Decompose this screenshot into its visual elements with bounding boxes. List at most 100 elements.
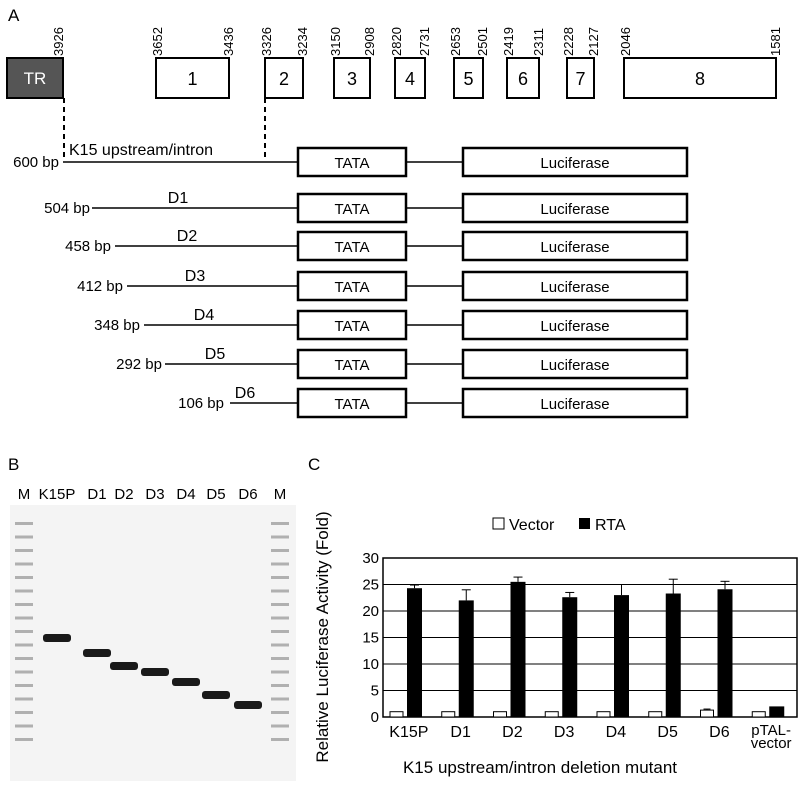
exon-number-1: 1 xyxy=(187,69,197,89)
legend-swatch-vector xyxy=(492,517,505,530)
construct-row: 292 bp D5 TATA Luciferase xyxy=(116,346,689,380)
tr-label: TR xyxy=(24,69,47,88)
ladder-band xyxy=(271,697,289,701)
gel-lane-label: D5 xyxy=(206,486,226,503)
exon-number-8: 8 xyxy=(695,69,705,89)
sample-band xyxy=(110,662,138,670)
tata-label: TATA xyxy=(335,239,370,256)
ladder-band xyxy=(15,576,33,579)
bar-rta xyxy=(717,589,733,717)
ladder-band xyxy=(15,643,33,647)
ladder-band xyxy=(15,549,33,552)
gel-lane-label: M xyxy=(273,486,287,503)
gel-lane-label: D2 xyxy=(114,486,134,503)
x-tick-label: D3 xyxy=(554,724,575,741)
construct-row: 412 bp D3 TATA Luciferase xyxy=(77,268,689,302)
y-tick-label: 20 xyxy=(362,603,379,620)
construct-row: 106 bp D6 TATA Luciferase xyxy=(178,385,689,419)
legend-swatch-rta xyxy=(579,518,590,529)
luciferase-label: Luciferase xyxy=(540,239,609,256)
construct-size: 348 bp xyxy=(94,317,140,334)
y-tick-label: 0 xyxy=(371,709,379,726)
tata-label: TATA xyxy=(335,155,370,172)
luciferase-box xyxy=(461,230,689,262)
gel-lane-label: D1 xyxy=(87,486,107,503)
luciferase-box xyxy=(461,387,689,419)
gel-lane-label: D3 xyxy=(145,486,165,503)
ladder-band xyxy=(15,589,33,593)
sample-band xyxy=(83,649,111,657)
luciferase-label: Luciferase xyxy=(540,318,609,335)
y-tick-label: 15 xyxy=(362,630,379,647)
exon-end-coordinate: 2127 xyxy=(586,27,601,56)
construct-name: D5 xyxy=(205,346,226,363)
gel-lane-label: D4 xyxy=(176,486,196,503)
y-tick-label: 10 xyxy=(362,656,379,673)
exon-box-1 xyxy=(155,57,230,99)
exon-number-2: 2 xyxy=(279,69,289,89)
construct-name: D1 xyxy=(168,190,189,207)
exon-box-7 xyxy=(566,57,595,99)
ladder-band xyxy=(271,670,289,674)
exon-end-coordinate: 2731 xyxy=(417,27,432,56)
luciferase-chart: 0 5 10 15 20 25 30 K15P D1 D2 D3 D4 D5 D6 pTAL-vector V… xyxy=(313,511,798,777)
bar-vector xyxy=(700,709,714,718)
exon-box-3 xyxy=(333,57,371,99)
exon-box-8 xyxy=(623,57,777,99)
x-tick-label: D1 xyxy=(450,724,471,741)
y-tick-label: 25 xyxy=(362,577,379,594)
exon-start-coordinate: 2419 xyxy=(501,27,516,56)
sample-band xyxy=(172,678,200,686)
ladder-band xyxy=(15,670,33,674)
exon-start-coordinate: 3652 xyxy=(150,27,165,56)
luciferase-box xyxy=(461,270,689,302)
construct-size: 292 bp xyxy=(116,356,162,373)
ladder-band xyxy=(271,724,289,728)
y-tick-label: 5 xyxy=(371,683,379,700)
sample-band xyxy=(234,701,262,709)
bar-rta xyxy=(614,595,629,717)
luciferase-box xyxy=(461,309,689,341)
gel-bands xyxy=(15,522,289,741)
exon-start-coordinate: 2046 xyxy=(618,27,633,56)
sample-band xyxy=(202,691,230,699)
ladder-band xyxy=(15,562,33,566)
x-tick-label-line: vector xyxy=(751,735,792,752)
luciferase-box xyxy=(461,348,689,380)
ladder-band xyxy=(15,697,33,701)
x-axis-title: K15 upstream/intron deletion mutant xyxy=(403,758,677,777)
sample-band xyxy=(43,634,71,642)
ladder-band xyxy=(271,603,289,606)
luciferase-label: Luciferase xyxy=(540,155,609,172)
tata-label: TATA xyxy=(335,279,370,296)
exon-start-coordinate: 3326 xyxy=(259,27,274,56)
gel-lane-label: D6 xyxy=(238,486,258,503)
ladder-band xyxy=(271,711,289,714)
bar-vector xyxy=(493,711,507,718)
construct-row: 600 bp TATA Luciferase xyxy=(13,146,689,178)
ladder-band xyxy=(15,522,33,525)
x-tick-label-line: pTAL- xyxy=(751,722,791,739)
construct-size: 412 bp xyxy=(77,278,123,295)
ladder-band xyxy=(15,603,33,606)
luciferase-label: Luciferase xyxy=(540,201,609,218)
x-tick-label: K15P xyxy=(389,724,428,741)
construct-name: D4 xyxy=(194,307,215,324)
luciferase-label: Luciferase xyxy=(540,396,609,413)
gel-lane-label: M xyxy=(17,486,31,503)
exon-start-coordinate: 3150 xyxy=(328,27,343,56)
ladder-band xyxy=(271,630,289,633)
ladder-band xyxy=(15,535,33,539)
tata-box xyxy=(296,309,408,341)
ladder-band xyxy=(15,657,33,660)
exon-end-coordinate: 2501 xyxy=(475,27,490,56)
ladder-band xyxy=(271,535,289,539)
exon-box-5 xyxy=(453,57,484,99)
y-axis-title: Relative Luciferase Activity (Fold) xyxy=(313,511,332,762)
tata-label: TATA xyxy=(335,318,370,335)
luciferase-box xyxy=(461,192,689,224)
ladder-band xyxy=(271,657,289,660)
bar-vector xyxy=(751,711,766,718)
